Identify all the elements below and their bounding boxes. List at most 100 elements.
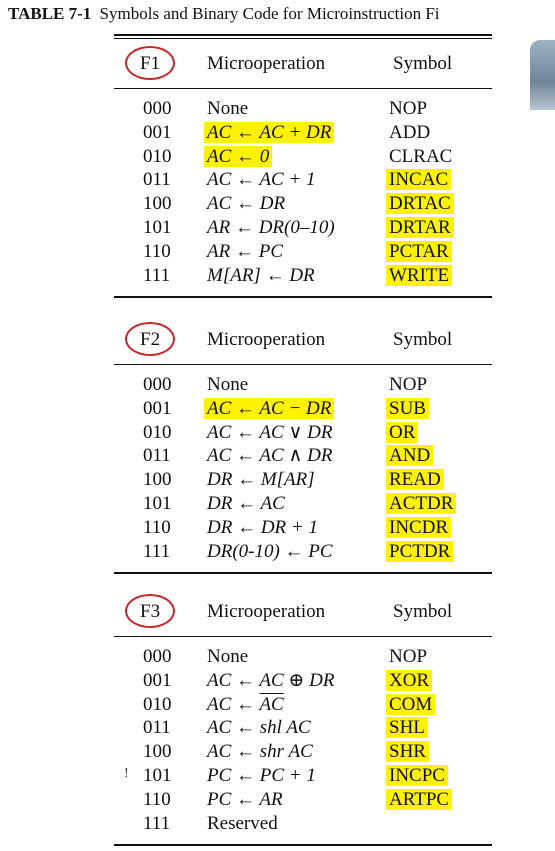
microoperation-text: AC ← 0 [204,145,273,167]
symbol-cell: INCDR [386,516,452,539]
symbol-text: DRTAC [386,193,454,215]
symbol-cell: DRTAC [386,192,454,215]
symbol-text: ADD [389,121,431,143]
opcode-cell: 111 [143,540,171,562]
header-rule [114,88,492,89]
symbol-text: NOP [389,98,428,119]
field-name-f3: F3 [140,601,161,622]
symbol-text: SHR [386,741,429,763]
opcode-cell: 000 [143,646,172,667]
microoperation-text: None [207,646,249,667]
microoperation-cell: AC ← AC [207,693,284,716]
microoperation-text: AC ← AC + DR [204,121,335,143]
microoperation-text: AR ← PC [207,240,283,262]
opcode-cell: 110 [143,240,171,262]
symbol-text: INCPC [386,765,448,786]
opcode-cell: 110 [143,788,171,810]
microoperation-text: PC ← PC + 1 [207,765,316,786]
field-circle-annotation [125,322,175,356]
microoperation-text: None [207,374,249,395]
symbol-cell: PCTDR [386,540,454,563]
opcode-cell: 100 [143,741,172,763]
microoperation-text: AC ← AC + 1 [207,169,316,191]
microoperation-text: DR ← AC [207,493,285,514]
opcode-cell: 111 [143,812,171,834]
opcode-cell: 001 [143,121,172,143]
microoperation-cell: AC ← AC + DR [204,121,335,144]
opcode-cell: 010 [143,421,172,443]
opcode-cell: 100 [143,193,172,215]
table-title: Symbols and Binary Code for Microinstruc… [99,4,440,23]
opcode-cell: 111 [143,264,171,286]
microoperation-text: DR(0-10) ← PC [207,540,333,562]
microoperation-cell: AC ← shr AC [207,740,313,763]
symbol-cell: DRTAR [386,216,454,239]
microoperation-cell: AC ← DR [207,192,285,215]
symbol-text: ARTPC [386,788,453,810]
symbol-cell: INCPC [386,764,448,787]
microoperation-text: PC ← AR [207,788,283,810]
opcode-cell: 001 [143,397,172,419]
symbol-cell: SHR [386,740,429,763]
symbol-cell: AND [386,444,434,467]
symbol-text: SHL [386,717,428,739]
opcode-cell: 101 [143,493,172,514]
symbol-header: Symbol [393,53,453,74]
microoperation-cell: PC ← AR [207,788,283,811]
symbol-cell: OR [386,421,419,444]
symbol-text: XOR [386,669,433,691]
microoperation-text: AC ← AC − DR [204,397,335,419]
table-top-rule [114,34,492,36]
section-end-rule [114,296,492,298]
field-circle-annotation [125,46,175,80]
symbol-cell: PCTAR [386,240,452,263]
field-name-f1: F1 [140,53,161,74]
microoperation-cell: AC ← 0 [204,145,273,168]
microoperation-cell: None [207,645,248,668]
microoperation-cell: AC ← shl AC [207,716,311,739]
symbol-cell: ACTDR [386,492,457,515]
microoperation-header: Microoperation [207,601,326,622]
table-caption: TABLE 7-1 Symbols and Binary Code for Mi… [8,4,555,24]
microoperation-header: Microoperation [207,329,326,350]
symbol-cell: NOP [389,97,427,120]
symbol-cell: SUB [386,397,429,420]
microoperation-cell: Reserved [207,812,278,835]
microoperation-cell: DR ← AC [207,492,285,515]
microoperation-text: AC ← AC ⊕ DR [207,669,335,691]
margin-mark: ! [124,766,129,781]
opcode-cell: 011 [143,445,171,467]
microoperation-text: None [207,98,249,119]
background-figure-edge [530,40,555,110]
microoperation-cell: AR ← DR(0–10) [207,216,335,239]
symbol-text: INCAC [386,169,452,191]
symbol-text: INCDR [386,516,452,538]
microoperation-text: AC ← DR [207,193,286,215]
microoperation-cell: M[AR] ← DR [207,264,315,287]
microoperation-cell: AC ← AC + 1 [207,168,316,191]
microoperation-text: AC ← AC ∨ DR [207,421,333,443]
symbol-cell: INCAC [386,168,452,191]
symbol-cell: CLRAC [389,145,452,168]
microoperation-cell: AR ← PC [207,240,283,263]
section-end-rule [114,572,492,574]
symbol-text: ACTDR [386,493,457,514]
symbol-text: SUB [386,397,429,419]
microoperation-cell: DR ← DR + 1 [207,516,318,539]
microoperation-cell: AC ← AC ⊕ DR [207,669,334,692]
microoperation-text: AC ← AC [207,693,284,715]
microoperation-text: Reserved [207,812,278,834]
opcode-cell: 010 [143,693,172,715]
microoperation-text: AR ← DR(0–10) [207,217,335,238]
symbol-header: Symbol [393,329,453,350]
symbol-text: PCTDR [386,540,454,562]
opcode-cell: 001 [143,669,172,691]
section-end-rule [114,844,492,846]
microoperation-text: AC ← shr AC [207,741,313,763]
symbol-text: READ [386,469,444,491]
opcode-cell: 000 [143,98,172,119]
microoperation-cell: None [207,373,248,396]
symbol-cell: COM [386,693,436,716]
table-top-rule-inner [114,38,492,39]
opcode-cell: 010 [143,145,172,167]
